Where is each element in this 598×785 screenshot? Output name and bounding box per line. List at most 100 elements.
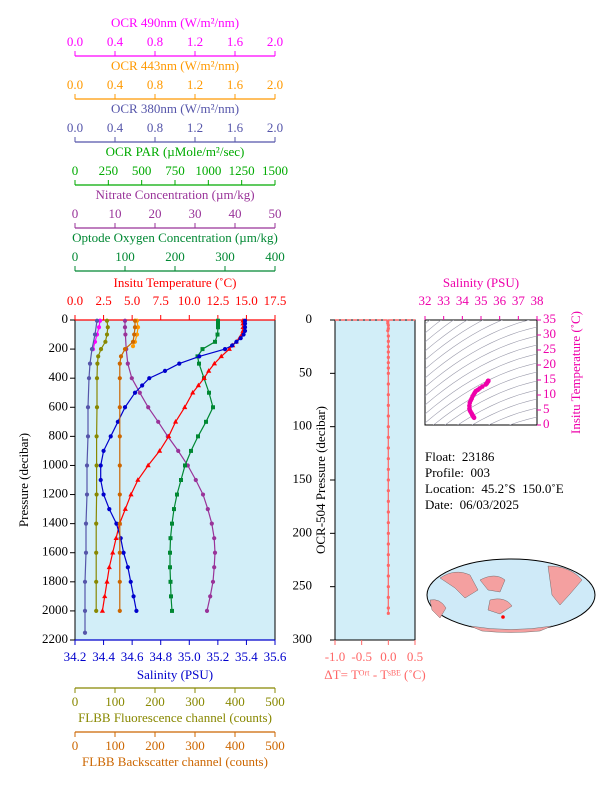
marker bbox=[386, 371, 390, 375]
profile-line bbox=[124, 320, 216, 612]
x-tick-label: 100 bbox=[105, 738, 125, 753]
marker bbox=[386, 521, 390, 525]
x-tick-label: 500 bbox=[265, 738, 285, 753]
marker bbox=[125, 361, 130, 366]
x-tick-label: 0.0 bbox=[380, 649, 396, 664]
x-tick-label: 50 bbox=[269, 206, 282, 221]
marker bbox=[386, 499, 390, 503]
x-tick-label: 2.5 bbox=[95, 293, 111, 308]
y-tick-label: 150 bbox=[293, 471, 313, 486]
y-tick-label: 100 bbox=[293, 418, 313, 433]
marker bbox=[117, 405, 122, 410]
x-axis-title: FLBB Fluorescence channel (counts) bbox=[78, 710, 272, 725]
marker bbox=[169, 594, 173, 599]
x-axis-title: Insitu Temperature (˚C) bbox=[113, 275, 236, 290]
y-tick-label: 2000 bbox=[42, 602, 68, 617]
marker bbox=[386, 553, 390, 557]
x-tick-label: 0.0 bbox=[67, 120, 83, 135]
y-tick-label: 30 bbox=[543, 326, 556, 341]
x-tick-label: 0 bbox=[72, 163, 79, 178]
marker bbox=[84, 492, 90, 497]
marker bbox=[122, 506, 128, 511]
marker bbox=[107, 506, 112, 512]
y-tick-label: 200 bbox=[49, 340, 69, 355]
marker bbox=[195, 382, 202, 388]
marker bbox=[118, 354, 124, 359]
y-tick-label: 0 bbox=[543, 416, 550, 431]
marker bbox=[189, 448, 193, 453]
marker bbox=[218, 353, 224, 359]
marker bbox=[156, 448, 163, 453]
marker bbox=[204, 608, 210, 614]
marker bbox=[212, 550, 218, 555]
marker bbox=[82, 579, 88, 584]
marker bbox=[201, 375, 207, 380]
marker bbox=[98, 477, 103, 483]
marker bbox=[85, 434, 91, 439]
marker bbox=[117, 579, 122, 584]
x-tick-label: 34.8 bbox=[149, 649, 172, 664]
x-tick-label: 34 bbox=[456, 293, 470, 308]
marker bbox=[117, 376, 122, 381]
x-tick-label: 300 bbox=[215, 249, 235, 264]
x-tick-label: 35.0 bbox=[178, 649, 201, 664]
marker bbox=[386, 467, 390, 471]
marker bbox=[132, 332, 137, 337]
marker bbox=[104, 318, 110, 323]
marker bbox=[108, 434, 113, 439]
marker bbox=[183, 463, 187, 468]
x-tick-label: 0.4 bbox=[107, 77, 124, 92]
isopycnal bbox=[425, 320, 531, 379]
y-tick-label: 50 bbox=[299, 364, 312, 379]
x-tick-label: 100 bbox=[105, 694, 125, 709]
y-tick-label: 0 bbox=[306, 311, 313, 326]
marker bbox=[132, 325, 138, 330]
marker bbox=[212, 536, 217, 541]
marker bbox=[146, 405, 151, 410]
x-tick-label: 32 bbox=[419, 293, 432, 308]
marker bbox=[168, 550, 172, 555]
marker bbox=[98, 346, 104, 352]
marker bbox=[386, 403, 390, 407]
marker bbox=[83, 521, 89, 526]
x-tick-label: 1.6 bbox=[227, 77, 244, 92]
x-tick-label: 0 bbox=[72, 738, 79, 753]
marker bbox=[103, 339, 108, 344]
x-tick-label: 37 bbox=[512, 293, 526, 308]
y-tick-label: 15 bbox=[543, 371, 556, 386]
marker bbox=[101, 492, 106, 497]
marker bbox=[99, 608, 106, 613]
marker bbox=[113, 535, 119, 540]
x-tick-label: 15.0 bbox=[235, 293, 258, 308]
marker bbox=[170, 608, 174, 613]
marker bbox=[386, 489, 390, 493]
marker bbox=[386, 574, 390, 578]
marker bbox=[130, 339, 136, 344]
marker bbox=[216, 321, 220, 326]
marker bbox=[216, 318, 220, 323]
y-tick-label: 1600 bbox=[42, 544, 68, 559]
marker bbox=[205, 506, 210, 512]
marker bbox=[121, 550, 126, 555]
x-tick-label: 1.6 bbox=[227, 34, 244, 49]
marker bbox=[234, 339, 239, 344]
marker bbox=[200, 347, 205, 352]
x-axis-title: Salinity (PSU) bbox=[137, 667, 213, 682]
marker bbox=[128, 491, 134, 497]
marker bbox=[92, 332, 98, 337]
marker bbox=[134, 608, 139, 614]
x-tick-label: 0.4 bbox=[107, 120, 124, 135]
x-tick-label: 0.8 bbox=[147, 34, 163, 49]
x-axis-title: OCR 380nm (W/m²/nm) bbox=[111, 101, 239, 116]
x-axis-title: Salinity (PSU) bbox=[443, 275, 519, 290]
x-tick-label: 750 bbox=[165, 163, 185, 178]
ts-panel bbox=[424, 319, 538, 426]
marker bbox=[196, 434, 200, 439]
marker bbox=[168, 565, 172, 570]
marker bbox=[210, 579, 216, 584]
profile-line bbox=[95, 320, 109, 611]
marker bbox=[117, 608, 122, 614]
marker bbox=[85, 405, 91, 410]
marker bbox=[82, 630, 88, 635]
